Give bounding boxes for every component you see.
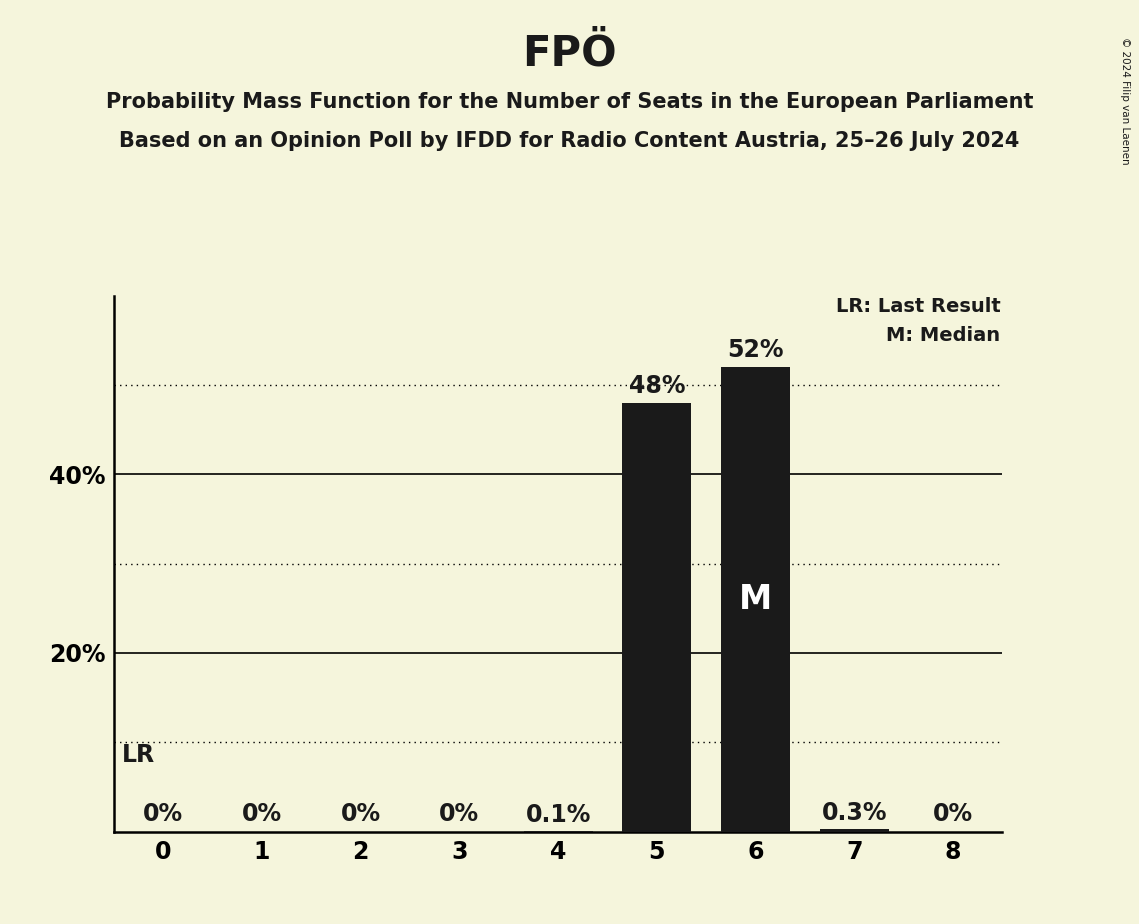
Text: 0.3%: 0.3% bbox=[821, 801, 887, 825]
Text: LR: LR bbox=[122, 743, 155, 767]
Text: 0%: 0% bbox=[440, 802, 480, 826]
Text: © 2024 Filip van Laenen: © 2024 Filip van Laenen bbox=[1120, 37, 1130, 164]
Bar bbox=[721, 367, 790, 832]
Text: 48%: 48% bbox=[629, 373, 685, 397]
Text: 0%: 0% bbox=[341, 802, 380, 826]
Text: Based on an Opinion Poll by IFDD for Radio Content Austria, 25–26 July 2024: Based on an Opinion Poll by IFDD for Rad… bbox=[120, 131, 1019, 152]
Text: FPÖ: FPÖ bbox=[522, 32, 617, 74]
Bar bbox=[622, 403, 691, 832]
Text: 0.1%: 0.1% bbox=[525, 803, 591, 827]
Text: 0%: 0% bbox=[144, 802, 183, 826]
Text: LR: Last Result: LR: Last Result bbox=[836, 298, 1000, 316]
Text: 0%: 0% bbox=[933, 802, 973, 826]
Text: 52%: 52% bbox=[728, 338, 784, 362]
Bar bbox=[820, 829, 888, 832]
Text: Probability Mass Function for the Number of Seats in the European Parliament: Probability Mass Function for the Number… bbox=[106, 92, 1033, 113]
Text: 0%: 0% bbox=[241, 802, 282, 826]
Text: M: Median: M: Median bbox=[886, 326, 1000, 345]
Text: M: M bbox=[739, 583, 772, 616]
